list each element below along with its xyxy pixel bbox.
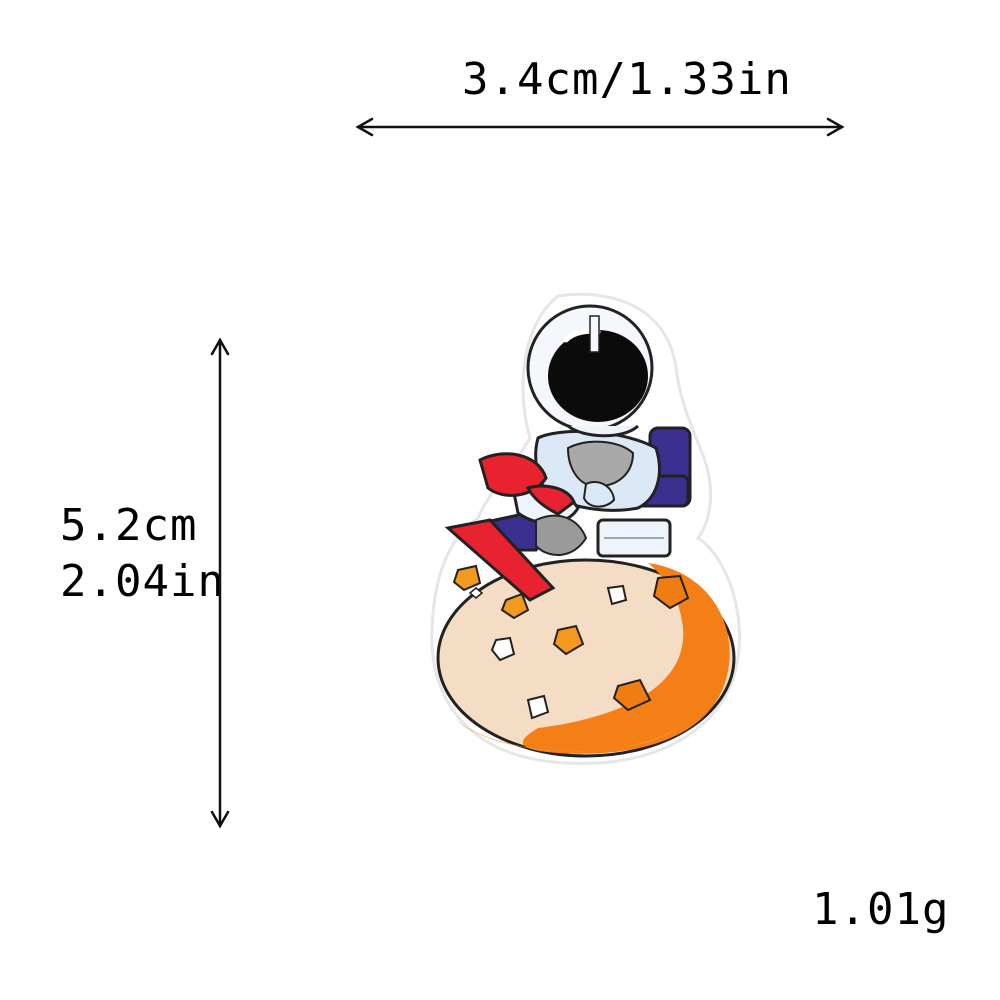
moon	[438, 560, 734, 756]
astronaut-moon-patch-image	[418, 288, 748, 768]
height-arrow	[212, 340, 228, 826]
width-arrow	[358, 119, 842, 135]
